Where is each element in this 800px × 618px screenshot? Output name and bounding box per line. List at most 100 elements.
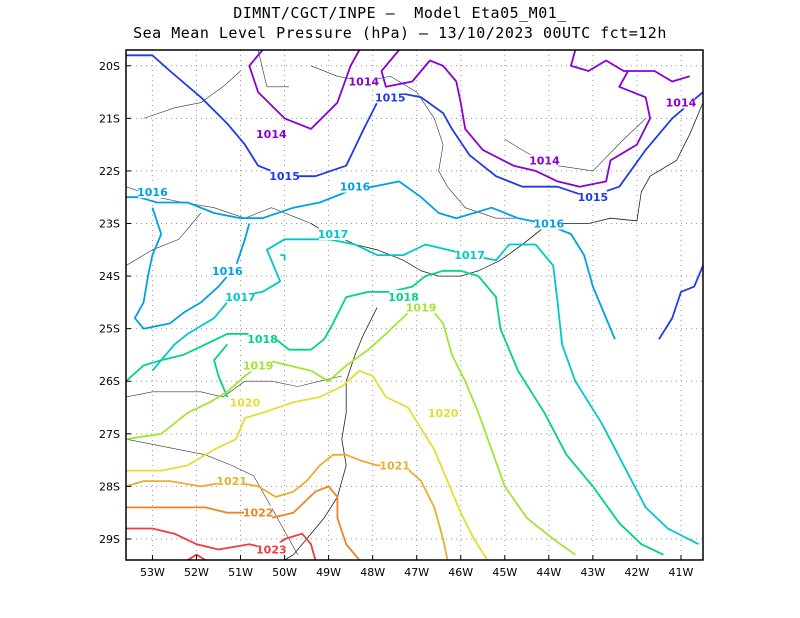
- contour-label-bg: [376, 90, 405, 104]
- y-tick-label: 24S: [99, 270, 120, 283]
- contour-line-1016: [126, 180, 616, 340]
- y-tick-label: 25S: [99, 323, 120, 336]
- contour-label-1014: 1014: [529, 154, 560, 167]
- x-tick-label: 44W: [536, 566, 561, 579]
- contour-line-1014: [248, 49, 361, 130]
- contour-label-1020: 1020: [230, 396, 261, 409]
- contour-label-1018: 1018: [247, 333, 278, 346]
- y-tick-label: 29S: [99, 533, 120, 546]
- x-tick-label: 46W: [448, 566, 473, 579]
- contour-line-1021: [125, 453, 449, 561]
- contour-label-bg: [226, 290, 255, 304]
- contour-label-bg: [341, 179, 370, 193]
- x-tick-label: 51W: [228, 566, 253, 579]
- plot-frame: [125, 49, 704, 561]
- contour-label-bg: [230, 395, 259, 409]
- contour-label-1021: 1021: [216, 475, 247, 488]
- y-tick-label: 22S: [99, 165, 120, 178]
- state-border: [125, 438, 299, 555]
- contour-label-1016: 1016: [340, 181, 371, 194]
- x-tick-label: 52W: [184, 566, 209, 579]
- contour-line-1022: [126, 485, 361, 561]
- contour-label-bg: [248, 332, 277, 346]
- y-tick-label: 23S: [99, 218, 120, 231]
- contour-label-bg: [244, 358, 273, 372]
- state-border: [125, 186, 312, 224]
- contour-label-bg: [270, 169, 299, 183]
- x-tick-label: 43W: [580, 566, 605, 579]
- state-border: [125, 375, 342, 398]
- map-lines: [125, 49, 704, 561]
- contour-label-bg: [257, 127, 286, 141]
- contour-label-1021: 1021: [379, 459, 410, 472]
- contour-line-1018: [213, 343, 229, 398]
- axis-ticks: 53W 52W 51W 50W 49W 48W 47W 46W 45W 44W 43W 42W 41W 2…: [99, 60, 694, 579]
- contour-label-1017: 1017: [225, 291, 256, 304]
- contour-label-bg: [244, 505, 273, 519]
- x-tick-label: 41W: [669, 566, 694, 579]
- chart-subtitle: Sea Mean Level Pressure (hPa) – 13/10/20…: [133, 24, 667, 42]
- contour-labels: 1014 1014 1014 1014 1015 1015 1015 1016 1016 1016…: [137, 74, 697, 556]
- contour-line-1015: [126, 54, 704, 199]
- contour-label-bg: [455, 248, 484, 262]
- contour-label-bg: [213, 263, 242, 277]
- contour-line-1018: [125, 269, 664, 556]
- contour-label-bg: [407, 300, 436, 314]
- contour-line-1017: [280, 254, 286, 261]
- contour-label-bg: [257, 542, 286, 556]
- y-tick-label: 26S: [99, 375, 120, 388]
- contour-label-1020: 1020: [428, 407, 459, 420]
- y-tick-label: 28S: [99, 480, 120, 493]
- contour-label-1017: 1017: [318, 228, 349, 241]
- contour-label-1019: 1019: [406, 302, 437, 315]
- contour-label-bg: [429, 405, 458, 419]
- y-tick-label: 27S: [99, 428, 120, 441]
- contour-line-1023: [187, 553, 206, 561]
- contour-label-1023: 1023: [256, 543, 287, 556]
- contour-line-1014: [380, 49, 651, 188]
- x-tick-label: 49W: [316, 566, 341, 579]
- state-border: [143, 70, 241, 119]
- contour-line-1014: [570, 49, 691, 83]
- y-tick-label: 20S: [99, 60, 120, 73]
- contour-label-1015: 1015: [269, 170, 300, 183]
- state-border: [125, 212, 202, 266]
- x-tick-label: 48W: [360, 566, 385, 579]
- contour-label-bg: [666, 95, 695, 109]
- contour-label-1016: 1016: [534, 218, 565, 231]
- coastline: [284, 307, 378, 561]
- chart-title: DIMNT/CGCT/INPE – Model Eta05_M01_: [233, 4, 567, 22]
- x-tick-label: 45W: [492, 566, 517, 579]
- contour-lines: [125, 49, 704, 561]
- contour-label-bg: [530, 153, 559, 167]
- contour-line-1019: [125, 306, 576, 556]
- state-border: [504, 118, 646, 172]
- contour-label-1014: 1014: [666, 97, 697, 110]
- contour-line-1023: [126, 527, 317, 561]
- contour-label-1016: 1016: [212, 265, 243, 278]
- contour-label-1015: 1015: [578, 191, 609, 204]
- contour-label-1014: 1014: [349, 76, 380, 89]
- x-tick-label: 42W: [624, 566, 649, 579]
- contour-label-bg: [578, 190, 607, 204]
- contour-line-1015: [658, 265, 704, 340]
- x-tick-label: 47W: [404, 566, 429, 579]
- contour-label-1019: 1019: [243, 359, 274, 372]
- state-border: [257, 49, 289, 88]
- contour-label-bg: [380, 458, 409, 472]
- x-tick-label: 53W: [140, 566, 165, 579]
- contour-label-1017: 1017: [454, 249, 485, 262]
- contour-label-bg: [389, 290, 418, 304]
- contour-label-bg: [534, 216, 563, 230]
- y-tick-label: 21S: [99, 112, 120, 125]
- contour-label-1016: 1016: [137, 186, 168, 199]
- contour-label-bg: [319, 227, 348, 241]
- contour-label-1015: 1015: [375, 91, 406, 104]
- contour-label-1022: 1022: [243, 507, 274, 520]
- contour-line-1017: [151, 238, 700, 546]
- x-tick-label: 50W: [272, 566, 297, 579]
- contour-label-1014: 1014: [256, 128, 287, 141]
- contour-label-bg: [217, 474, 246, 488]
- contour-label-bg: [138, 184, 167, 198]
